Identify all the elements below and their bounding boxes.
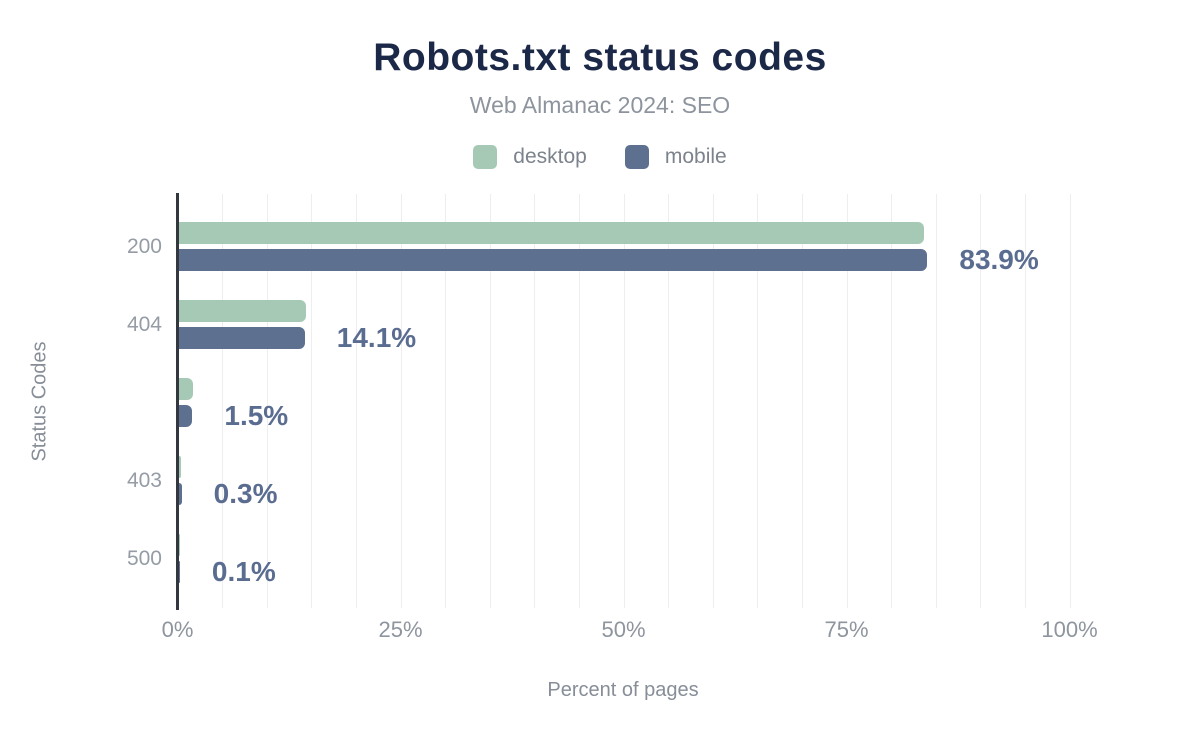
chart-subtitle: Web Almanac 2024: SEO xyxy=(469,92,731,118)
legend-label: desktop xyxy=(513,145,587,168)
bar-desktop-404 xyxy=(179,300,306,322)
y-axis-title: Status Codes xyxy=(28,341,51,462)
gridline xyxy=(623,194,625,608)
y-axis-line xyxy=(176,193,179,610)
gridline xyxy=(801,194,803,608)
bar-mobile-200 xyxy=(179,249,928,271)
gridline xyxy=(489,194,491,608)
gridline xyxy=(668,194,670,608)
value-label: 1.5% xyxy=(224,400,289,431)
gridline xyxy=(891,194,893,608)
x-tick-label: 0% xyxy=(161,617,194,642)
y-tick-label: 403 xyxy=(126,469,162,492)
gridline xyxy=(1069,194,1071,608)
legend-label: mobile xyxy=(664,145,727,168)
gridline xyxy=(980,194,982,608)
x-axis-title: Percent of pages xyxy=(547,679,699,701)
bar-mobile-403 xyxy=(179,483,182,505)
value-label: 14.1% xyxy=(336,322,417,353)
gridline xyxy=(757,194,759,608)
gridline xyxy=(311,194,313,608)
x-tick-label: 100% xyxy=(1041,617,1098,642)
bar-mobile-404 xyxy=(179,327,305,349)
gridline xyxy=(445,194,447,608)
gridline xyxy=(935,194,937,608)
value-label: 0.1% xyxy=(211,556,276,587)
gridline xyxy=(712,194,714,608)
gridline xyxy=(578,194,580,608)
x-tick-label: 50% xyxy=(601,617,646,642)
chart-title: Robots.txt status codes xyxy=(373,36,827,79)
gridline xyxy=(266,194,268,608)
value-label: 0.3% xyxy=(213,478,278,509)
bar-desktop-403 xyxy=(179,456,181,478)
value-label: 83.9% xyxy=(959,244,1039,275)
gridline xyxy=(400,194,402,608)
gridline xyxy=(355,194,357,608)
legend-swatch-desktop xyxy=(473,145,498,169)
x-tick-label: 75% xyxy=(824,617,869,642)
bar-mobile-row2 xyxy=(179,405,193,427)
y-tick-label: 200 xyxy=(126,235,162,258)
legend-swatch-mobile xyxy=(624,145,649,169)
gridline xyxy=(222,194,224,608)
x-tick-label: 25% xyxy=(378,617,423,642)
gridline xyxy=(1024,194,1026,608)
legend-item: desktop xyxy=(473,145,587,169)
bar-desktop-500 xyxy=(179,534,180,556)
gridline xyxy=(534,194,536,608)
legend: desktop mobile xyxy=(0,143,1200,171)
gridline xyxy=(846,194,848,608)
bar-desktop-200 xyxy=(179,222,924,244)
bar-desktop-row2 xyxy=(179,378,194,400)
y-tick-label: 500 xyxy=(126,547,162,570)
legend-item: mobile xyxy=(624,145,727,169)
y-tick-label: 404 xyxy=(126,313,162,336)
bar-mobile-500 xyxy=(179,561,180,583)
